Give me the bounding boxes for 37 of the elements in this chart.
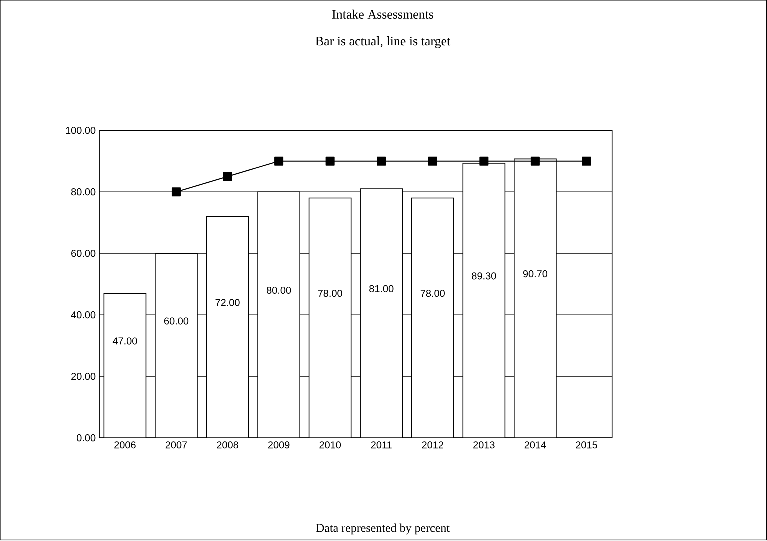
y-tick-label: 60.00 xyxy=(72,250,96,258)
point xyxy=(223,172,232,182)
point xyxy=(326,157,335,166)
data-label: 80.00 xyxy=(266,287,292,294)
point xyxy=(480,157,489,166)
x-tick-label: 2011 xyxy=(371,442,392,449)
data-label: 78.00 xyxy=(420,290,445,298)
x-tick-label: 2013 xyxy=(474,442,495,449)
x-tick-label: 2015 xyxy=(576,442,598,449)
point xyxy=(377,157,386,166)
data-label: 60.00 xyxy=(164,318,189,325)
x-tick-label: 2008 xyxy=(217,442,238,449)
y-tick-label: 0.00 xyxy=(77,434,96,442)
data-label: 81.00 xyxy=(370,286,394,293)
x-tick-label: 2012 xyxy=(422,442,444,449)
chart-subtitle: Bar is actual, line is target xyxy=(316,36,451,49)
x-tick-label: 2014 xyxy=(524,442,546,449)
text: Data represented by percent xyxy=(316,524,450,535)
x-tick-label: 2010 xyxy=(320,442,342,449)
data-label: 72.00 xyxy=(216,299,240,306)
data-label: 47.00 xyxy=(112,338,138,345)
chart-title: Intake Assessments xyxy=(332,10,434,20)
point xyxy=(172,188,181,197)
data-label: 78.00 xyxy=(318,290,342,298)
data-label: 90.70 xyxy=(523,270,548,278)
point xyxy=(428,157,438,166)
x-tick-label: 2006 xyxy=(114,442,136,449)
x-tick-label: 2009 xyxy=(268,442,290,449)
y-tick-label: 20.00 xyxy=(72,373,96,380)
point xyxy=(274,157,284,166)
y-tick-label: 100.00 xyxy=(66,127,96,134)
point xyxy=(530,157,540,166)
data-label: 89.30 xyxy=(472,272,496,280)
point xyxy=(582,157,592,166)
x-tick-label: 2007 xyxy=(166,442,188,449)
y-tick-label: 80.00 xyxy=(72,188,96,196)
y-tick-label: 40.00 xyxy=(71,312,96,319)
